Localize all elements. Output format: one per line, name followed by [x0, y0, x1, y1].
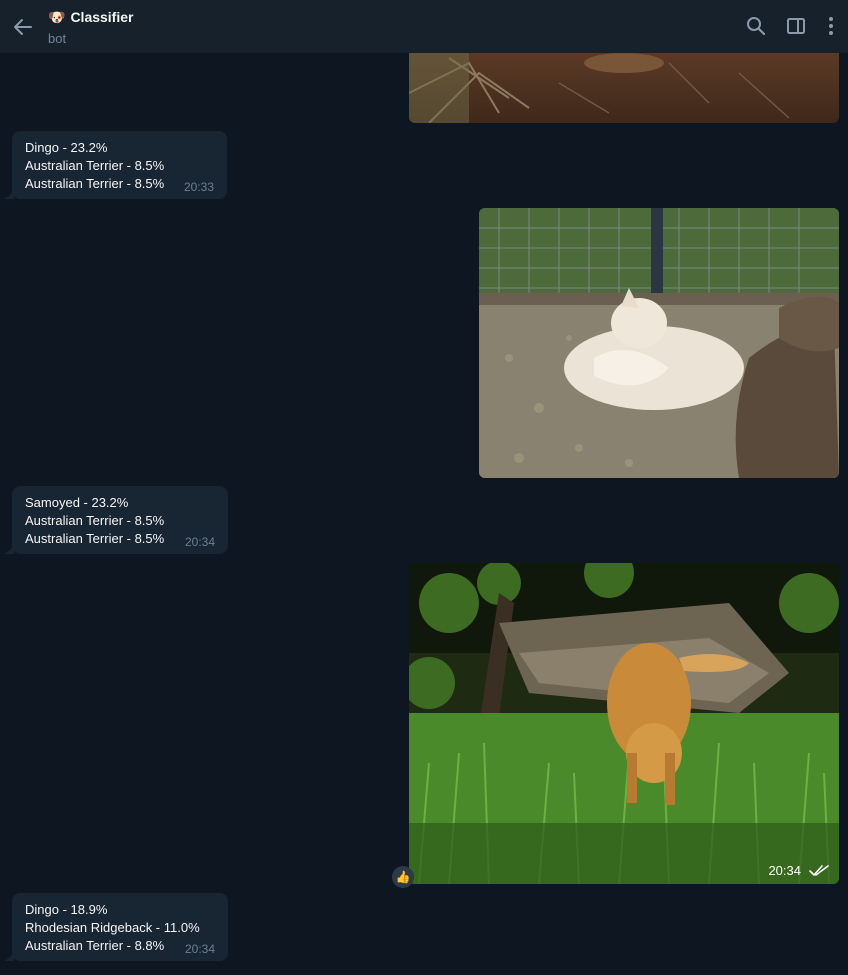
prediction-line: Australian Terrier - 8.5% — [25, 158, 165, 173]
message-time: 20:34 — [768, 863, 801, 878]
search-button[interactable] — [745, 15, 767, 37]
dog-photo-image — [409, 53, 839, 123]
message-time: 20:34 — [184, 535, 215, 549]
prediction-line: Dingo - 23.2% — [25, 140, 108, 155]
bot-message[interactable]: Dingo - 23.2% Australian Terrier - 8.5% … — [4, 131, 227, 199]
back-button[interactable] — [10, 14, 36, 40]
chat-subtitle: bot — [48, 31, 67, 46]
bot-message[interactable]: Samoyed - 23.2% Australian Terrier - 8.5… — [4, 486, 228, 554]
dog-photo-image — [479, 208, 839, 478]
chat-title-block[interactable]: 🐶 Classifier bot — [48, 7, 133, 46]
reaction-badge[interactable]: 👍 — [392, 866, 414, 888]
photo-message[interactable] — [479, 208, 839, 478]
dog-photo-image — [409, 563, 839, 884]
bubble-tail-icon — [4, 189, 14, 199]
thumbs-up-icon: 👍 — [395, 870, 411, 884]
photo-message[interactable] — [409, 53, 839, 123]
dog-emoji-icon: 🐶 — [48, 9, 66, 25]
bubble-tail-icon — [4, 544, 14, 554]
prediction-line: Australian Terrier - 8.5% — [25, 531, 165, 546]
bubble-tail-icon — [4, 951, 14, 961]
more-vertical-icon — [829, 17, 833, 35]
search-icon — [747, 17, 766, 36]
bot-message[interactable]: Dingo - 18.9% Rhodesian Ridgeback - 11.0… — [4, 893, 228, 961]
message-time: 20:34 — [184, 942, 215, 956]
prediction-line: Samoyed - 23.2% — [25, 495, 129, 510]
message-time: 20:33 — [183, 180, 214, 194]
prediction-line: Australian Terrier - 8.5% — [25, 513, 165, 528]
photo-meta: 20:34 — [768, 863, 829, 878]
photo-message[interactable]: 20:34 — [409, 563, 839, 884]
double-check-icon — [809, 864, 829, 876]
prediction-line: Dingo - 18.9% — [25, 902, 108, 917]
sidebar-toggle-icon — [787, 18, 805, 34]
arrow-left-icon — [14, 19, 32, 35]
sidebar-toggle-button[interactable] — [785, 15, 807, 37]
more-button[interactable] — [820, 15, 842, 37]
chat-header: 🐶 Classifier bot — [0, 0, 848, 53]
prediction-line: Rhodesian Ridgeback - 11.0% — [25, 920, 200, 935]
prediction-line: Australian Terrier - 8.5% — [25, 176, 165, 191]
chat-title: Classifier — [70, 9, 134, 25]
prediction-line: Australian Terrier - 8.8% — [25, 938, 165, 953]
